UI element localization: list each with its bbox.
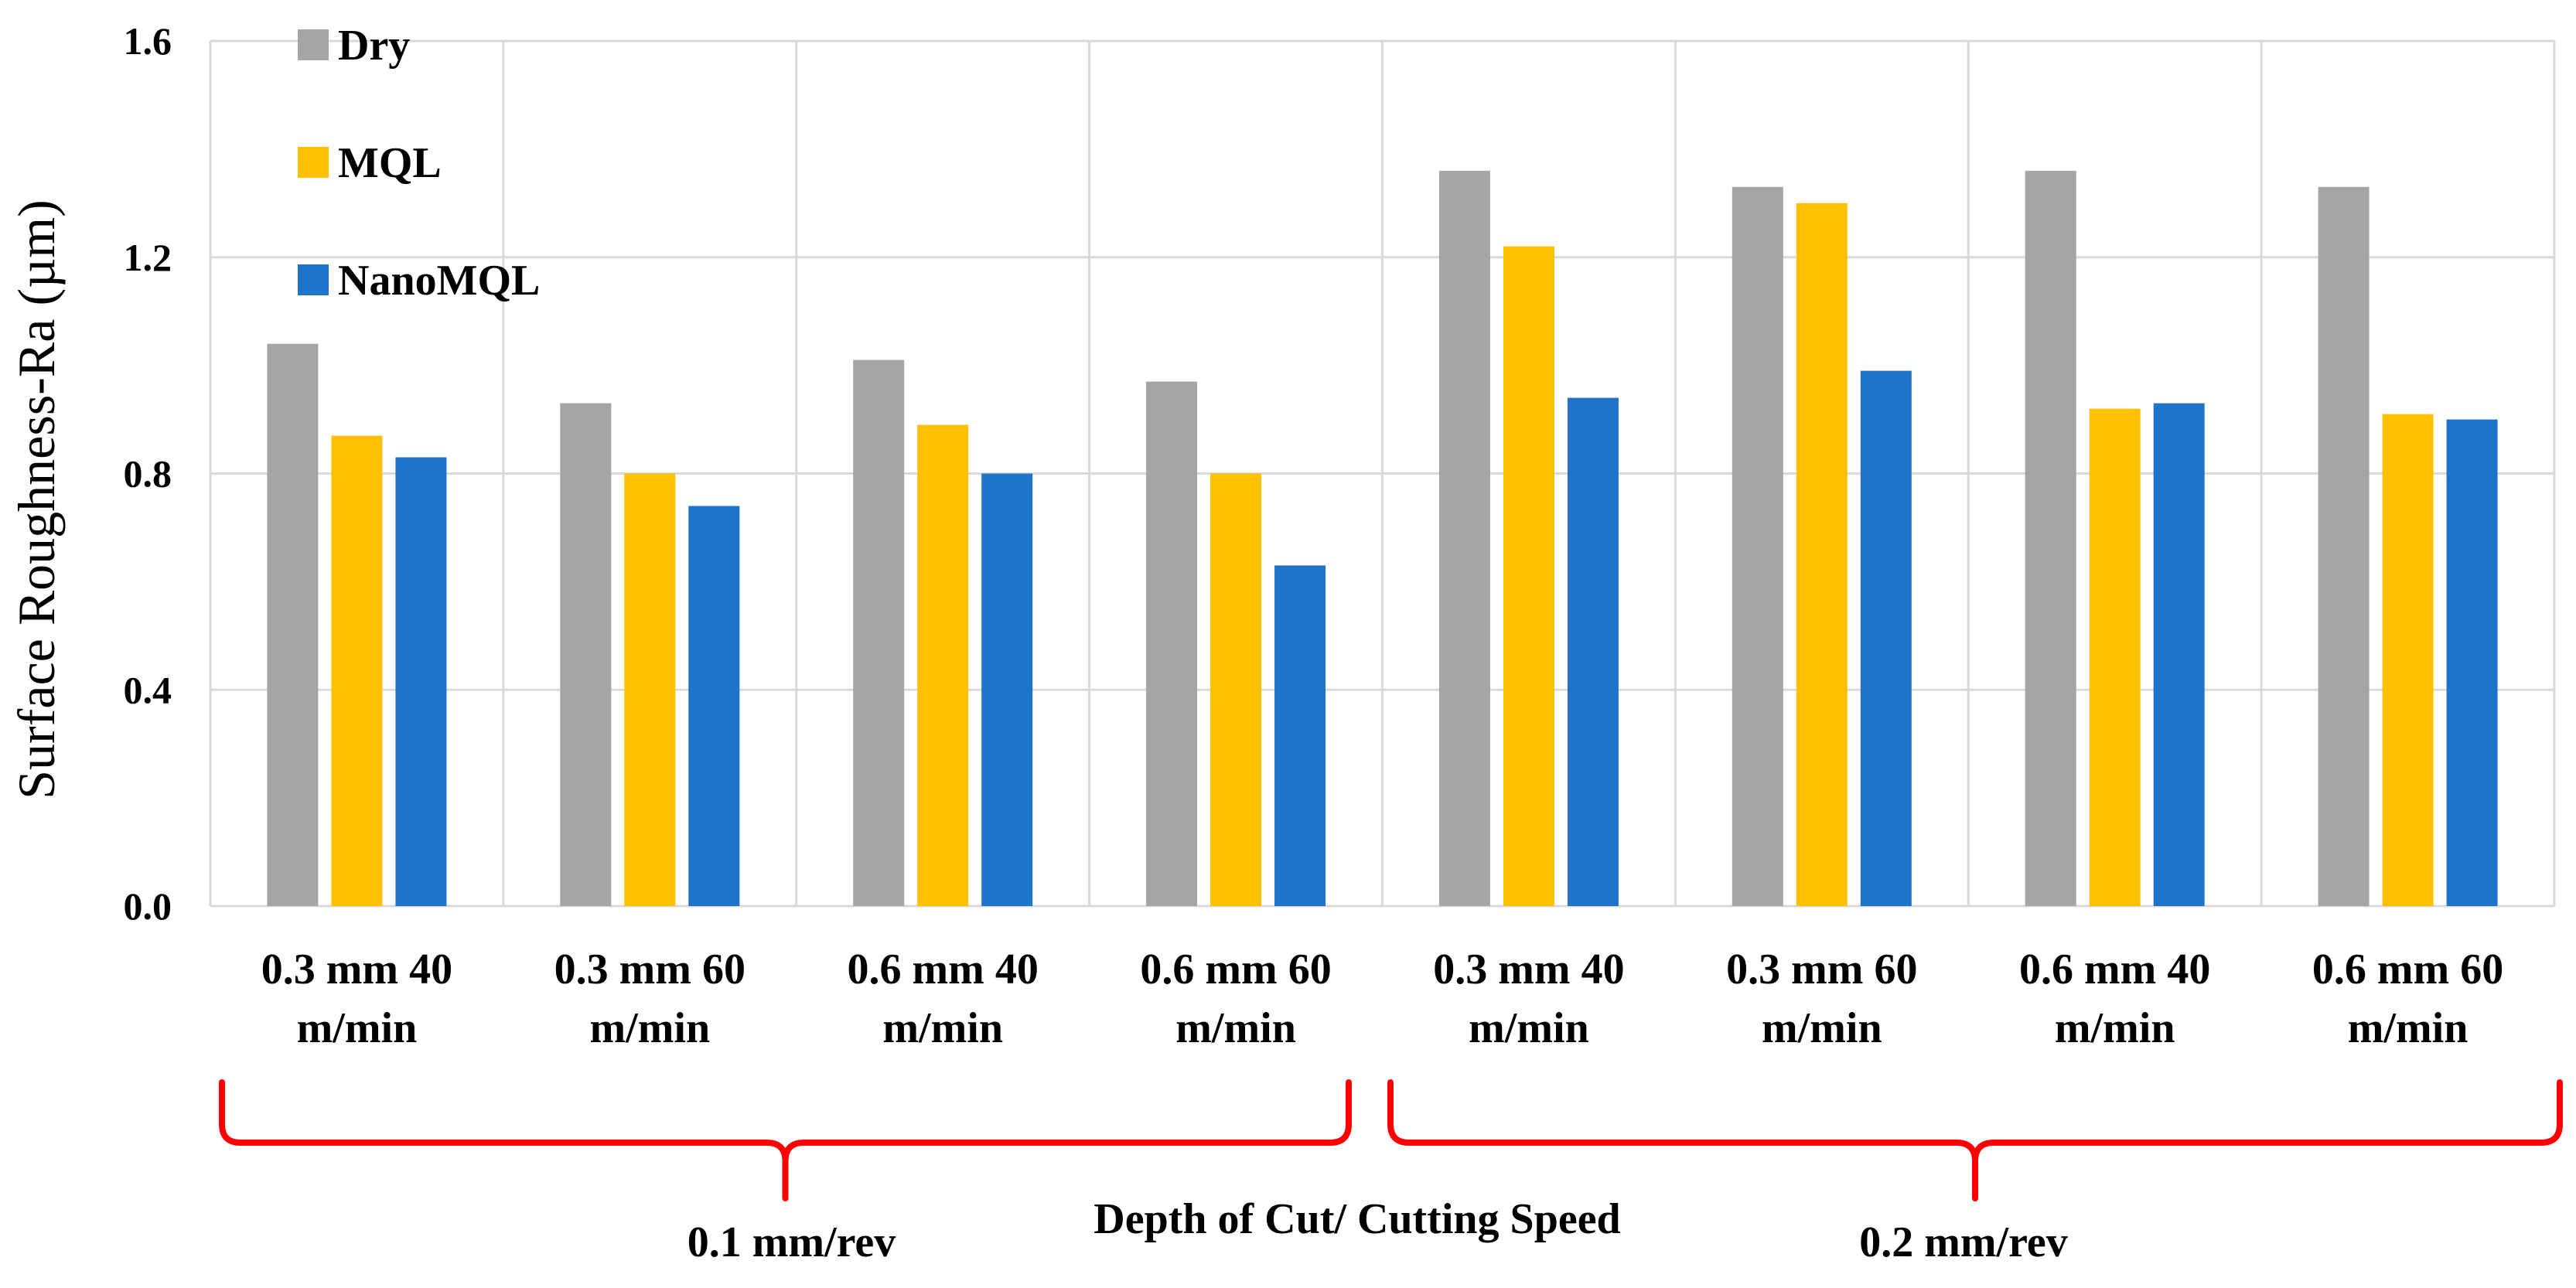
x-tick-label: m/min [2348, 1004, 2469, 1052]
group-label: 0.1 mm/rev [688, 1218, 896, 1266]
x-tick-label: 0.6 mm 60 [1140, 946, 1331, 993]
legend-swatch-mql [298, 147, 329, 178]
y-tick-label: 0.4 [124, 668, 172, 711]
bar-mql-7 [2089, 408, 2141, 906]
y-tick-label: 0.0 [124, 884, 172, 928]
bar-mql-6 [1796, 203, 1848, 906]
legend-label-mql: MQL [338, 139, 442, 187]
x-tick-label: 0.6 mm 40 [848, 946, 1039, 993]
y-tick-label: 1.2 [124, 236, 172, 279]
bar-nanomql-3 [981, 473, 1033, 906]
x-tick-label: 0.3 mm 60 [1726, 946, 1917, 993]
legend-swatch-dry [298, 29, 329, 60]
bar-dry-4 [1146, 381, 1198, 906]
y-axis-ticks: 0.0 0.4 0.8 1.2 1.6 [124, 19, 172, 928]
bar-mql-1 [331, 435, 383, 906]
group-bracket [1387, 1079, 2563, 1201]
bar-mql-2 [624, 473, 676, 906]
group-brackets: 0.1 mm/rev 0.2 mm/rev [219, 1079, 2563, 1266]
bar-mql-5 [1503, 246, 1554, 906]
bar-nanomql-1 [395, 457, 447, 906]
y-axis-title: Surface Roughness-Ra (µm) [7, 199, 66, 799]
bar-dry-8 [2318, 186, 2370, 907]
legend-label-dry: Dry [338, 22, 410, 70]
x-tick-label: m/min [1469, 1004, 1589, 1052]
bar-mql-8 [2382, 414, 2434, 906]
bar-dry-2 [560, 403, 612, 906]
x-axis-title: Depth of Cut/ Cutting Speed [1094, 1195, 1620, 1243]
bar-nanomql-4 [1274, 565, 1326, 906]
x-tick-label: m/min [2055, 1004, 2175, 1052]
x-tick-label: 0.3 mm 40 [261, 946, 452, 993]
x-tick-label: m/min [297, 1004, 418, 1052]
x-tick-label: m/min [1762, 1004, 1882, 1052]
bar-mql-3 [917, 424, 969, 906]
x-tick-label: 0.3 mm 60 [554, 946, 746, 993]
bars [267, 170, 2498, 907]
y-tick-label: 1.6 [124, 19, 172, 63]
bar-nanomql-6 [1860, 370, 1912, 906]
bar-nanomql-5 [1567, 397, 1619, 906]
bar-nanomql-2 [688, 506, 740, 906]
bar-nanomql-8 [2446, 419, 2498, 906]
group-label: 0.2 mm/rev [1859, 1218, 2068, 1266]
x-tick-label: 0.3 mm 40 [1433, 946, 1624, 993]
bar-mql-4 [1210, 473, 1262, 906]
x-tick-label: m/min [590, 1004, 711, 1052]
group-bracket [219, 1079, 1352, 1201]
x-tick-label: m/min [1175, 1004, 1296, 1052]
bar-dry-5 [1438, 170, 1490, 907]
legend-swatch-nanomql [298, 264, 329, 295]
x-tick-label: m/min [882, 1004, 1003, 1052]
bar-dry-6 [1732, 186, 1783, 907]
bar-nanomql-7 [2153, 403, 2205, 906]
legend: Dry MQL NanoMQL [298, 22, 540, 305]
bar-dry-1 [267, 343, 319, 906]
x-tick-label: 0.6 mm 60 [2312, 946, 2503, 993]
y-tick-label: 0.8 [124, 452, 172, 496]
bar-dry-7 [2025, 170, 2076, 907]
legend-label-nanomql: NanoMQL [338, 257, 540, 305]
bar-dry-3 [853, 359, 905, 907]
x-tick-label: 0.6 mm 40 [2019, 946, 2210, 993]
x-axis-categories: 0.3 mm 40 m/min 0.3 mm 60 m/min 0.6 mm 40 m/m… [261, 946, 2503, 1052]
